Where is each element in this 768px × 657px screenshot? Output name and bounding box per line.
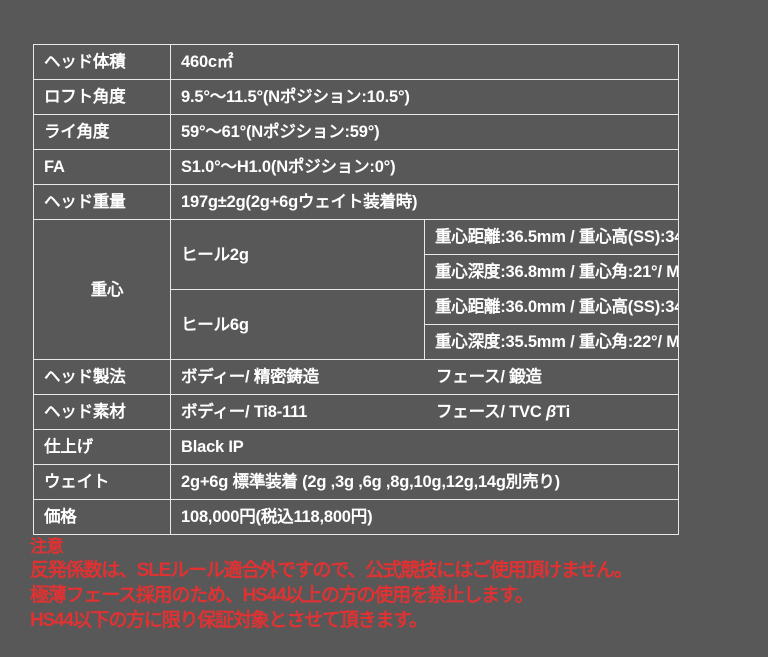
spec-label-head-construction: ヘッド製法	[33, 359, 171, 395]
spec-value-heel6g-line2: 重心深度:35.5mm / 重心角:22°/ MOI:4300g・㎝	[424, 324, 679, 360]
spec-value-head-construction: ボディー/ 精密鋳造 フェース/ 鍛造	[170, 359, 679, 395]
material-face-prefix: フェース/ TVC	[436, 403, 546, 421]
spec-label-finish: 仕上げ	[33, 429, 171, 465]
spec-sublabel-heel-6g: ヒール6g	[170, 289, 425, 360]
spec-label-lie-angle: ライ角度	[33, 114, 171, 150]
table-row: ヘッド製法 ボディー/ 精密鋳造 フェース/ 鍛造	[33, 359, 679, 395]
spec-value-price: 108,000円(税込118,800円)	[170, 499, 679, 535]
spec-value-head-weight: 197g±2g(2g+6gウェイト装着時)	[170, 184, 679, 220]
spec-value-heel6g-line1: 重心距離:36.0mm / 重心高(SS):34.7mm	[424, 289, 679, 325]
spec-value-finish: Black IP	[170, 429, 679, 465]
spec-label-loft-angle: ロフト角度	[33, 79, 171, 115]
notice-title: 注意	[30, 537, 64, 556]
spec-value-construction-body: ボディー/ 精密鋳造	[181, 368, 320, 386]
spec-label-head-material: ヘッド素材	[33, 394, 171, 430]
spec-value-fa: S1.0°〜H1.0(Nポジション:0°)	[170, 149, 679, 185]
table-row-cg-heel2g-line1: 重心 ヒール2g 重心距離:36.5mm / 重心高(SS):34.9mm	[33, 219, 679, 360]
notice-block: 注意 反発係数は、SLEルール適合外ですので、公式競技にはご使用頂けません。 極…	[30, 536, 760, 633]
spec-sublabel-heel-2g: ヒール2g	[170, 219, 425, 290]
notice-line-2: 極薄フェース採用のため、HS44以上の方の使用を禁止します。	[30, 585, 534, 606]
spec-value-head-material: ボディー/ Ti8-111 フェース/ TVC βTi	[170, 394, 679, 430]
spec-label-fa: FA	[33, 149, 171, 185]
spec-value-weight: 2g+6g 標準装着 (2g ,3g ,6g ,8g,10g,12g,14g別売…	[170, 464, 679, 500]
table-row: ウェイト 2g+6g 標準装着 (2g ,3g ,6g ,8g,10g,12g,…	[33, 464, 679, 500]
table-row: FA S1.0°〜H1.0(Nポジション:0°)	[33, 149, 679, 185]
spec-label-price: 価格	[33, 499, 171, 535]
beta-symbol: β	[545, 403, 556, 421]
spec-value-material-body: ボディー/ Ti8-111	[181, 403, 308, 421]
table-row-cg-heel2g-line2: 重心深度:36.8mm / 重心角:21°/ MOI:4350g・㎝	[34, 254, 679, 290]
spec-label-weight: ウェイト	[33, 464, 171, 500]
table-row: ヘッド素材 ボディー/ Ti8-111 フェース/ TVC βTi	[33, 394, 679, 430]
notice-line-3: HS44以下の方に限り保証対象とさせて頂きます。	[30, 610, 428, 631]
table-row: 価格 108,000円(税込118,800円)	[33, 499, 679, 535]
spec-table-container: ヘッド体積 460c㎡ ロフト角度 9.5°〜11.5°(Nポジション:10.5…	[33, 44, 679, 535]
spec-value-construction-face: フェース/ 鍛造	[436, 368, 542, 386]
spec-label-center-of-gravity: 重心	[33, 219, 171, 360]
spec-value-loft-angle: 9.5°〜11.5°(Nポジション:10.5°)	[170, 79, 679, 115]
table-row: ヘッド体積 460c㎡	[33, 44, 679, 80]
spec-value-heel2g-line2: 重心深度:36.8mm / 重心角:21°/ MOI:4350g・㎝	[424, 254, 679, 290]
spec-value-head-volume: 460c㎡	[170, 44, 679, 80]
spec-label-head-weight: ヘッド重量	[33, 184, 171, 220]
spec-value-heel2g-line1: 重心距離:36.5mm / 重心高(SS):34.9mm	[424, 219, 679, 255]
table-row-cg-heel6g-line1: ヒール6g 重心距離:36.0mm / 重心高(SS):34.7mm	[34, 289, 679, 360]
notice-line-1: 反発係数は、SLEルール適合外ですので、公式競技にはご使用頂けません。	[30, 560, 633, 581]
spec-value-lie-angle: 59°〜61°(Nポジション:59°)	[170, 114, 679, 150]
spec-table: ヘッド体積 460c㎡ ロフト角度 9.5°〜11.5°(Nポジション:10.5…	[33, 44, 679, 535]
material-face-suffix: Ti	[555, 403, 570, 421]
table-row: ヘッド重量 197g±2g(2g+6gウェイト装着時)	[33, 184, 679, 220]
table-row: ロフト角度 9.5°〜11.5°(Nポジション:10.5°)	[33, 79, 679, 115]
table-row-cg-heel6g-line2: 重心深度:35.5mm / 重心角:22°/ MOI:4300g・㎝	[34, 324, 679, 360]
table-row: ライ角度 59°〜61°(Nポジション:59°)	[33, 114, 679, 150]
spec-value-material-face: フェース/ TVC βTi	[436, 396, 678, 429]
table-row: 仕上げ Black IP	[33, 429, 679, 465]
spec-label-head-volume: ヘッド体積	[33, 44, 171, 80]
